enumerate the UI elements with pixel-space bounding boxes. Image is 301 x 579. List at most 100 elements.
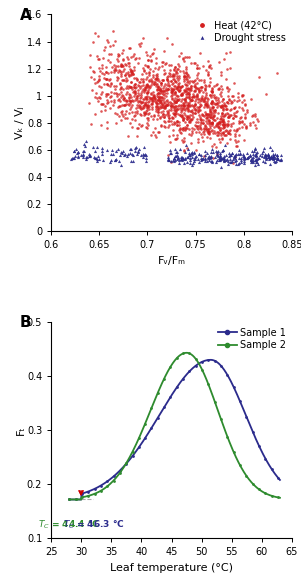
Point xyxy=(180,156,185,165)
Point xyxy=(143,100,148,109)
Point xyxy=(150,87,155,97)
Text: B: B xyxy=(20,316,32,331)
Point xyxy=(263,149,268,158)
Point xyxy=(152,130,157,140)
Point xyxy=(207,116,212,126)
Point xyxy=(135,96,140,105)
Point xyxy=(76,148,80,157)
Point xyxy=(114,90,119,99)
Point xyxy=(174,151,179,160)
Point xyxy=(142,87,147,96)
Point xyxy=(167,105,172,115)
Point xyxy=(217,134,222,144)
Point xyxy=(143,151,148,160)
Point xyxy=(166,112,170,121)
Point xyxy=(174,94,179,103)
Point xyxy=(128,93,133,102)
Point xyxy=(195,104,200,113)
Point xyxy=(196,94,200,104)
Point xyxy=(189,131,194,140)
Point xyxy=(156,89,161,98)
Point xyxy=(181,103,185,112)
Point xyxy=(124,87,129,97)
Point xyxy=(138,98,143,107)
Point xyxy=(130,100,135,109)
Point xyxy=(191,148,196,157)
Point xyxy=(95,76,100,86)
Point xyxy=(251,118,256,127)
Point xyxy=(218,118,223,127)
Point xyxy=(146,100,151,109)
Point xyxy=(151,71,156,80)
Point xyxy=(205,124,210,133)
Point xyxy=(173,107,178,116)
Point xyxy=(99,100,104,109)
Point xyxy=(201,111,206,120)
Point xyxy=(150,97,154,106)
Point xyxy=(141,102,146,111)
Point xyxy=(157,63,162,72)
Point xyxy=(205,153,210,162)
Point xyxy=(121,75,126,84)
Point xyxy=(145,101,150,111)
Point xyxy=(175,101,180,111)
Point xyxy=(212,112,216,121)
Point xyxy=(148,130,153,139)
Point xyxy=(253,155,257,164)
Point xyxy=(163,101,168,111)
Point xyxy=(173,67,178,76)
Point xyxy=(172,65,176,75)
Point xyxy=(245,153,250,162)
Point xyxy=(237,119,242,128)
Point xyxy=(188,82,193,91)
Point xyxy=(271,151,276,160)
Point xyxy=(226,128,231,137)
Point xyxy=(136,90,141,100)
Point xyxy=(226,91,231,101)
Point xyxy=(206,153,210,163)
Point xyxy=(190,158,195,167)
Point xyxy=(230,149,234,158)
Point xyxy=(131,83,136,92)
Point xyxy=(209,92,213,101)
Point xyxy=(104,67,109,76)
Point xyxy=(141,107,146,116)
Point xyxy=(142,151,147,160)
Point xyxy=(154,58,158,67)
Point xyxy=(145,113,150,122)
Point xyxy=(144,94,149,104)
Point xyxy=(233,149,238,159)
Point xyxy=(199,82,203,91)
Point xyxy=(167,116,172,126)
Point xyxy=(236,150,241,159)
Point xyxy=(190,152,194,162)
Point xyxy=(129,144,134,153)
Point xyxy=(164,85,169,94)
Point xyxy=(171,85,175,94)
Point xyxy=(87,149,92,158)
Point xyxy=(169,91,173,101)
Point xyxy=(162,98,167,108)
Point xyxy=(112,109,117,118)
Point xyxy=(236,93,241,102)
Point xyxy=(221,155,226,164)
Point xyxy=(173,101,178,110)
Point xyxy=(150,92,155,101)
Point xyxy=(147,92,152,101)
Point xyxy=(219,96,224,105)
Point xyxy=(221,155,226,164)
Point xyxy=(81,151,86,160)
Point xyxy=(220,117,225,126)
Point xyxy=(163,68,167,78)
Point xyxy=(227,105,232,115)
Point xyxy=(160,83,165,93)
Point xyxy=(221,153,226,163)
Point xyxy=(222,151,227,160)
Point xyxy=(230,148,235,157)
Point xyxy=(123,95,128,104)
Point xyxy=(97,75,101,85)
Point xyxy=(225,83,230,92)
Point xyxy=(191,109,196,118)
Point xyxy=(177,111,182,120)
Point xyxy=(73,152,77,161)
